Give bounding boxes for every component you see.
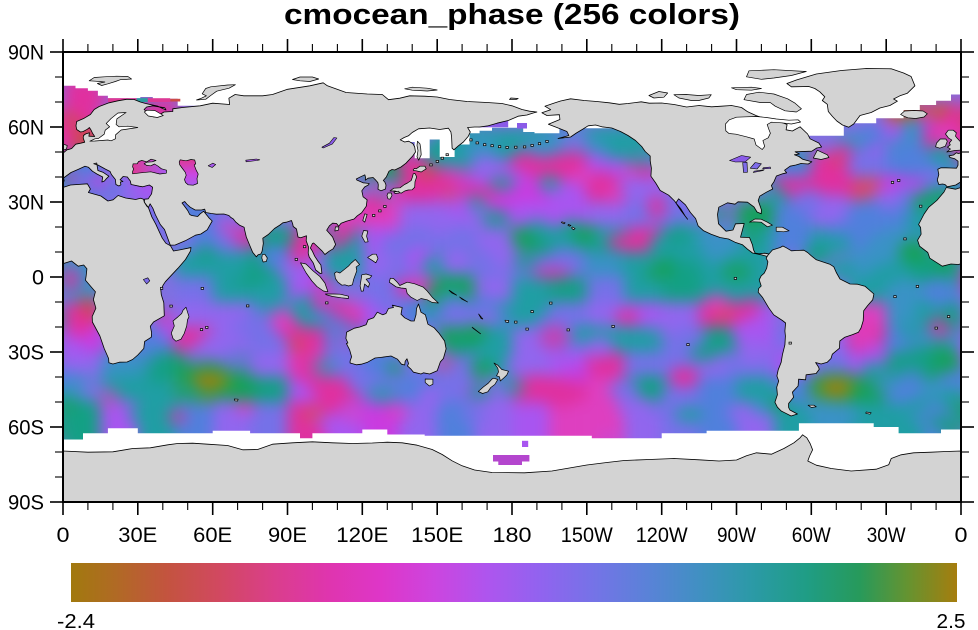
svg-text:2.5: 2.5: [937, 611, 966, 630]
svg-text:30E: 30E: [118, 524, 157, 547]
svg-text:0: 0: [955, 524, 968, 547]
svg-text:90E: 90E: [268, 524, 307, 547]
svg-text:60N: 60N: [8, 117, 44, 140]
svg-text:180: 180: [493, 524, 532, 547]
svg-text:60W: 60W: [792, 524, 831, 547]
svg-text:30N: 30N: [8, 192, 44, 215]
svg-text:30W: 30W: [867, 524, 906, 547]
svg-text:0: 0: [32, 267, 44, 290]
svg-text:30S: 30S: [8, 342, 44, 365]
svg-text:60S: 60S: [8, 417, 44, 440]
svg-text:120W: 120W: [636, 524, 688, 547]
svg-text:0: 0: [57, 524, 70, 547]
svg-text:90N: 90N: [8, 42, 44, 65]
svg-text:-2.4: -2.4: [57, 611, 95, 630]
svg-text:60E: 60E: [193, 524, 232, 547]
svg-text:150W: 150W: [561, 524, 613, 547]
svg-text:120E: 120E: [336, 524, 388, 547]
svg-text:90W: 90W: [717, 524, 756, 547]
svg-text:90S: 90S: [8, 492, 44, 515]
svg-text:cmocean_phase (256 colors): cmocean_phase (256 colors): [284, 0, 740, 31]
svg-text:150E: 150E: [411, 524, 463, 547]
